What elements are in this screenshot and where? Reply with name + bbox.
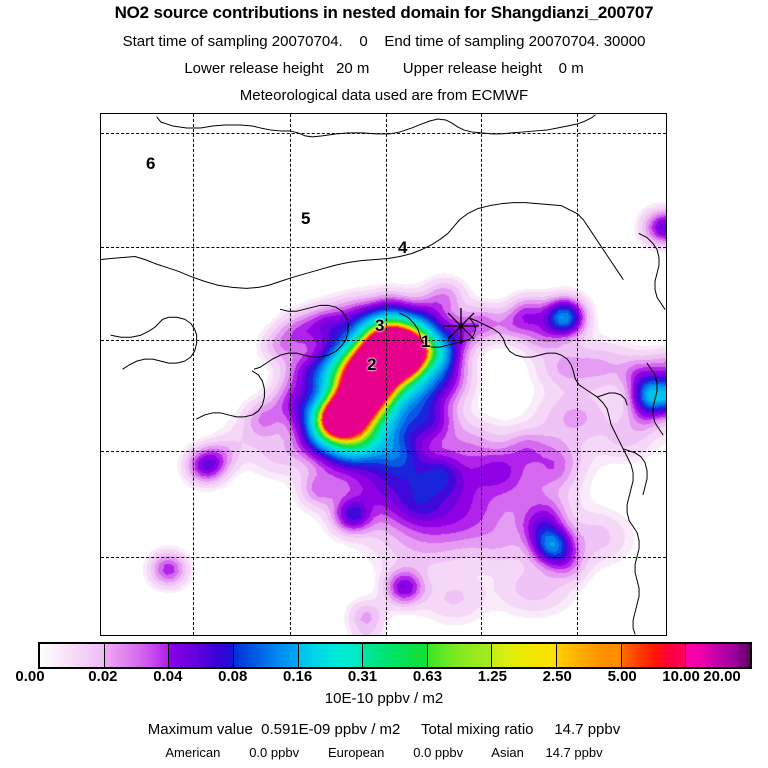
- region-label-5: 5: [301, 209, 311, 228]
- gridline-horizontal: [101, 340, 666, 341]
- concentration-heatmap-layer: [101, 114, 666, 635]
- colorbar-segment: [557, 644, 622, 667]
- met-data-line: Meteorological data used are from ECMWF: [239, 87, 529, 104]
- region-label-3: 3: [375, 316, 385, 335]
- gridline-horizontal: [101, 133, 666, 134]
- colorbar-tick-label: 0.02: [88, 668, 118, 685]
- gridline-horizontal: [101, 451, 666, 452]
- colorbar-ticks: 0.00 0.02 0.04 0.08 0.16 0.31 0.63 1.25 2.50 5.00…: [0, 668, 768, 688]
- colorbar-segment: [363, 644, 428, 667]
- footer-summary-line: Maximum value 0.591E-09 ppbv / m2 Total …: [147, 721, 621, 738]
- colorbar-tick-label: 2.50: [542, 668, 572, 685]
- colorbar-segment: [40, 644, 105, 667]
- colorbar-segment: [104, 644, 170, 667]
- colorbar-tick-label: 10.00: [662, 668, 700, 685]
- gridline-horizontal: [101, 247, 666, 248]
- colorbar-segment: [621, 644, 687, 667]
- gridline-vertical: [577, 114, 578, 635]
- colorbar-segment: [233, 644, 299, 667]
- coastline-overlay: [101, 114, 666, 635]
- colorbar-tick-label: 0.00: [15, 668, 45, 685]
- release-height-line: Lower release height 20 m Upper release …: [184, 60, 584, 77]
- region-label-2: 2: [367, 355, 377, 374]
- colorbar-tick-label: 0.16: [283, 668, 313, 685]
- gridline-horizontal: [101, 557, 666, 558]
- gridline-vertical: [290, 114, 291, 635]
- colorbar-unit-label: 10E-10 ppbv / m2: [324, 690, 444, 707]
- region-label-6: 6: [146, 154, 156, 173]
- colorbar-tick-label: 1.25: [477, 668, 507, 685]
- colorbar-segment: [298, 644, 364, 667]
- colorbar-tick-label: 5.00: [607, 668, 637, 685]
- sampling-time-line: Start time of sampling 20070704. 0 End t…: [122, 33, 646, 50]
- colorbar-segment: [427, 644, 493, 667]
- colorbar-tick-label: 0.08: [218, 668, 248, 685]
- gridline-vertical: [481, 114, 482, 635]
- colorbar-tick-label: 20.00: [703, 668, 741, 685]
- colorbar-tick-label: 0.63: [412, 668, 443, 685]
- colorbar-segment: [686, 644, 751, 667]
- region-label-4: 4: [398, 238, 408, 257]
- map-gridlines: [101, 114, 666, 635]
- page-title: NO2 source contributions in nested domai…: [114, 3, 654, 22]
- colorbar-tick-label: 0.04: [153, 668, 183, 685]
- gridline-vertical: [193, 114, 194, 635]
- colorbar-segment: [169, 644, 234, 667]
- map-plot-area: 6 5 4 3 1 2: [100, 113, 667, 636]
- footer-contributions-line: American 0.0 ppbv European 0.0 ppbv Asia…: [165, 745, 603, 760]
- colorbar-tick-label: 0.31: [347, 668, 378, 685]
- gridline-vertical: [386, 114, 387, 635]
- colorbar: [38, 642, 752, 669]
- region-label-1: 1: [421, 332, 431, 351]
- heatmap-canvas: [101, 114, 666, 635]
- station-marker: [443, 308, 479, 344]
- colorbar-segment: [492, 644, 558, 667]
